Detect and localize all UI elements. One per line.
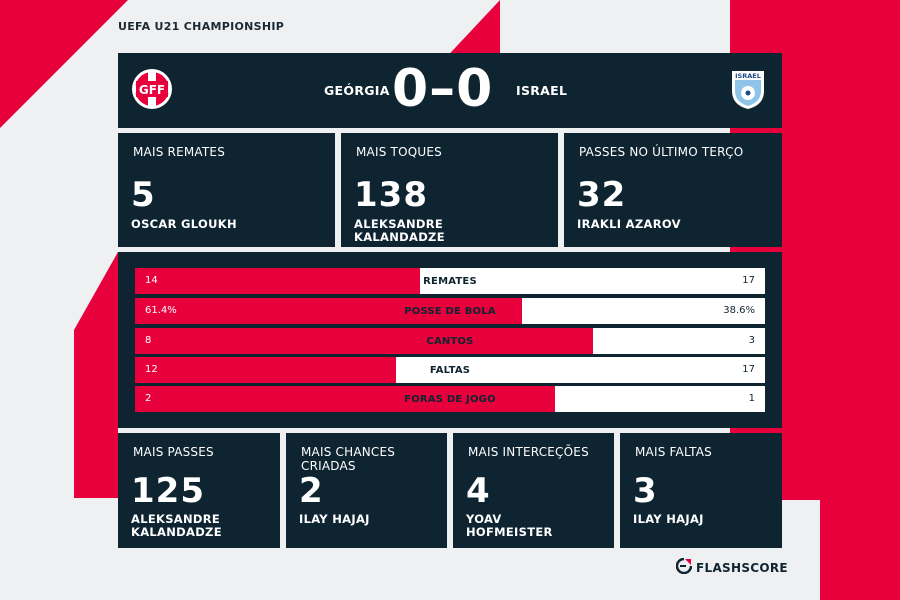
stat-card-value: 138 [354, 175, 428, 215]
stat-card-value: 2 [299, 471, 324, 511]
away-value: 3 [748, 335, 755, 346]
stat-card-most-interceptions: MAIS INTERCEÇÕES 4 YOAV HOFMEISTER [453, 433, 614, 548]
stat-card-player: OSCAR GLOUKH [131, 217, 237, 231]
stat-card-most-passes: MAIS PASSES 125 ALEKSANDRE KALANDADZE [118, 433, 280, 548]
bar-label: CANTOS [426, 336, 474, 347]
bar-row-shots: 14 REMATES 17 [135, 268, 765, 294]
away-value: 17 [742, 275, 755, 286]
flashscore-brand: FLASHSCORE [675, 557, 788, 578]
team-comparison-panel: 14 REMATES 17 61.4% POSSE DE BOLA 38.6% … [118, 252, 782, 428]
bar-row-offsides: 2 FORAS DE JOGO 1 [135, 386, 765, 412]
georgia-crest-icon: GFF [130, 67, 174, 111]
israel-crest-text: ISRAEL [735, 72, 761, 80]
bar-label: POSSE DE BOLA [404, 306, 496, 317]
competition-title: UEFA U21 CHAMPIONSHIP [118, 20, 285, 33]
home-share-fill [135, 298, 522, 324]
georgia-crest-text: GFF [139, 83, 165, 97]
match-header: GFF GEÓRGIA 0–0 ISRAEL ISRAEL [118, 53, 782, 128]
away-team-name: ISRAEL [516, 83, 568, 98]
home-team-name: GEÓRGIA [324, 83, 390, 98]
bar-row-fouls: 12 FALTAS 17 [135, 357, 765, 383]
stat-card-label: MAIS FALTAS [635, 445, 713, 459]
home-share-fill [135, 386, 556, 412]
home-value: 12 [145, 364, 158, 375]
stat-card-player: IRAKLI AZAROV [577, 217, 681, 231]
away-value: 1 [748, 393, 755, 404]
stat-card-player: ILAY HAJAJ [633, 512, 704, 526]
flashscore-logo-icon [675, 557, 693, 578]
home-value: 14 [145, 275, 158, 286]
brand-name: FLASHSCORE [696, 561, 788, 575]
bar-label: FALTAS [429, 365, 471, 376]
stat-card-label: MAIS PASSES [133, 445, 214, 459]
stat-card-value: 5 [131, 175, 156, 215]
stat-card-final-third-passes: PASSES NO ÚLTIMO TERÇO 32 IRAKLI AZAROV [564, 133, 782, 247]
stat-card-label: MAIS INTERCEÇÕES [468, 445, 589, 459]
bar-label: REMATES [423, 276, 477, 287]
israel-crest-icon: ISRAEL [726, 67, 770, 111]
stat-card-value: 125 [131, 471, 205, 511]
stat-card-most-chances: MAIS CHANCES CRIADAS 2 ILAY HAJAJ [286, 433, 447, 548]
home-share-fill [135, 328, 593, 354]
home-value: 2 [145, 393, 152, 404]
stat-card-player: ILAY HAJAJ [299, 512, 370, 526]
stat-card-label: MAIS CHANCES CRIADAS [301, 445, 396, 473]
stat-card-label: MAIS TOQUES [356, 145, 442, 159]
stat-card-label: PASSES NO ÚLTIMO TERÇO [579, 145, 744, 159]
stat-card-player: ALEKSANDRE KALANDADZE [131, 512, 222, 539]
stat-card-most-fouls: MAIS FALTAS 3 ILAY HAJAJ [620, 433, 782, 548]
home-value: 8 [145, 335, 152, 346]
away-value: 38.6% [723, 305, 755, 316]
bar-row-corners: 8 CANTOS 3 [135, 328, 765, 354]
match-score: 0–0 [392, 59, 494, 119]
stat-card-value: 3 [633, 471, 658, 511]
stat-card-value: 32 [577, 175, 627, 215]
home-share-fill [135, 357, 396, 383]
home-value: 61.4% [145, 305, 177, 316]
stat-card-label: MAIS REMATES [133, 145, 226, 159]
home-share-fill [135, 268, 420, 294]
stat-card-player: YOAV HOFMEISTER [466, 512, 553, 539]
stat-card-value: 4 [466, 471, 491, 511]
stat-card-most-shots: MAIS REMATES 5 OSCAR GLOUKH [118, 133, 335, 247]
bar-row-possession: 61.4% POSSE DE BOLA 38.6% [135, 298, 765, 324]
stat-card-most-touches: MAIS TOQUES 138 ALEKSANDRE KALANDADZE [341, 133, 558, 247]
away-value: 17 [742, 364, 755, 375]
bar-label: FORAS DE JOGO [404, 394, 496, 405]
stat-card-player: ALEKSANDRE KALANDADZE [354, 217, 445, 244]
